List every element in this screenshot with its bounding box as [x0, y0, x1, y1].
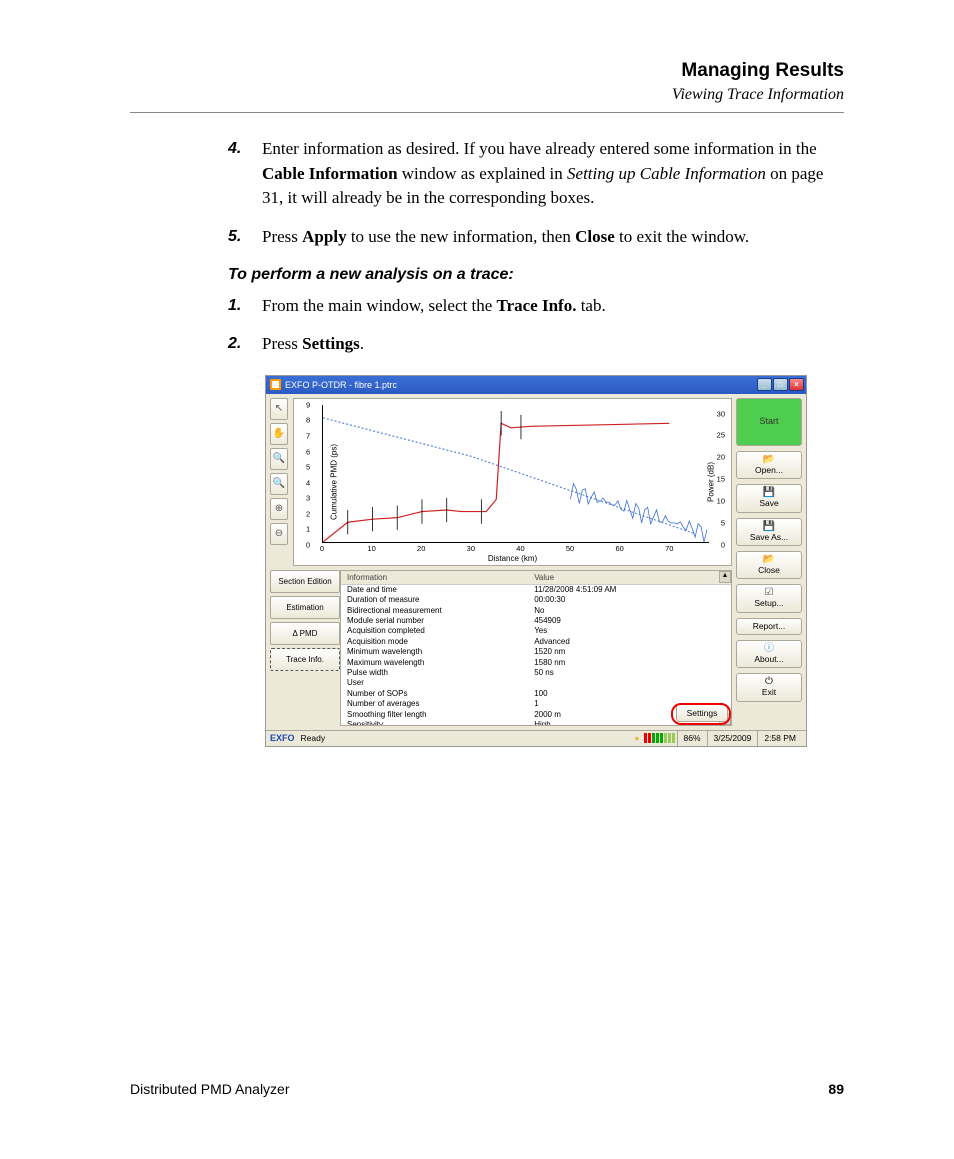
table-row: Pulse width50 ns	[341, 668, 731, 678]
instruction-step: 4.Enter information as desired. If you h…	[228, 137, 844, 211]
table-row: Number of SOPs100	[341, 689, 731, 699]
button-icon: 📂	[763, 455, 775, 465]
table-row: Date and time11/28/2008 4:51:09 AM	[341, 584, 731, 595]
tool-column: ↖ ✋ 🔍 🔍 ⊕ ⊖	[270, 398, 290, 566]
table-row: Duration of measure00:00:30	[341, 595, 731, 605]
close-button[interactable]: ×	[789, 378, 804, 391]
step-text: From the main window, select the Trace I…	[262, 294, 844, 319]
battery-icon: ●	[634, 733, 639, 743]
close-button[interactable]: 📂Close	[736, 551, 802, 579]
titlebar[interactable]: EXFO P-OTDR - fibre 1.ptrc _ □ ×	[266, 376, 806, 394]
exit-button[interactable]: ⏻Exit	[736, 673, 802, 701]
chart-tool-5[interactable]: ⊖	[270, 523, 288, 545]
button-label: About...	[754, 655, 783, 664]
table-row: Acquisition completedYes	[341, 626, 731, 636]
page-number: 89	[828, 1081, 844, 1097]
info-area: Section Edition Estimation Δ PMD Trace Info…	[270, 570, 732, 726]
button-label: Close	[758, 566, 780, 575]
step-text: Enter information as desired. If you hav…	[262, 137, 844, 211]
table-row: Smoothing filter length2000 m	[341, 710, 731, 720]
right-panel: Start📂Open...💾Save💾Save As...📂Close☑Setu…	[736, 398, 802, 726]
step-number: 5.	[228, 225, 262, 250]
tab-trace-info-[interactable]: Trace Info.	[270, 648, 340, 671]
brand-label: EXFO	[270, 733, 295, 743]
button-icon: 💾	[763, 522, 775, 532]
table-row: User	[341, 678, 731, 688]
page-header: Managing Results Viewing Trace Informati…	[130, 60, 844, 104]
content: 4.Enter information as desired. If you h…	[228, 137, 844, 747]
instruction-step: 1.From the main window, select the Trace…	[228, 294, 844, 319]
signal-bars	[644, 733, 675, 743]
subheading: To perform a new analysis on a trace:	[228, 266, 844, 284]
button-label: Open...	[755, 466, 783, 475]
table-row: Bidirectional measurementNo	[341, 606, 731, 616]
x-axis-label: Distance (km)	[488, 554, 537, 563]
statusbar: EXFO Ready ● 86% 3/25/2009 2:58 PM	[266, 730, 806, 746]
setup--button[interactable]: ☑Setup...	[736, 584, 802, 612]
chart-tool-3[interactable]: 🔍	[270, 473, 288, 495]
save-button[interactable]: 💾Save	[736, 484, 802, 512]
table-row: Module serial number454909	[341, 616, 731, 626]
chart-area: ↖ ✋ 🔍 🔍 ⊕ ⊖ Cumulative PMD (ps) Power (dB) Di…	[270, 398, 732, 566]
info-header-value: Value	[528, 571, 731, 585]
tab-section-edition[interactable]: Section Edition	[270, 570, 340, 593]
window-title: EXFO P-OTDR - fibre 1.ptrc	[285, 380, 756, 390]
instruction-step: 5.Press Apply to use the new information…	[228, 225, 844, 250]
instruction-step: 2.Press Settings.	[228, 332, 844, 357]
table-row: SensitivityHigh	[341, 720, 731, 726]
step-number: 1.	[228, 294, 262, 319]
header-subtitle: Viewing Trace Information	[130, 86, 844, 104]
button-icon: ⓘ	[764, 644, 774, 654]
table-row: Number of averages1	[341, 699, 731, 709]
chart[interactable]: Cumulative PMD (ps) Power (dB) Distance …	[293, 398, 732, 566]
status-date: 3/25/2009	[707, 731, 758, 746]
button-label: Exit	[762, 688, 776, 697]
step-text: Press Settings.	[262, 332, 844, 357]
about--button[interactable]: ⓘAbout...	[736, 640, 802, 668]
button-icon: 💾	[763, 488, 775, 498]
button-icon: ☑	[765, 588, 774, 598]
status-time: 2:58 PM	[757, 731, 802, 746]
page-footer: Distributed PMD Analyzer 89	[130, 1081, 844, 1097]
table-row: Acquisition modeAdvanced	[341, 637, 731, 647]
chart-tool-2[interactable]: 🔍	[270, 448, 288, 470]
info-table: Information Value Date and time11/28/200…	[341, 571, 731, 726]
tab-estimation[interactable]: Estimation	[270, 596, 340, 619]
app-icon	[270, 379, 281, 390]
button-icon: 📂	[763, 555, 775, 565]
table-row: Minimum wavelength1520 nm	[341, 647, 731, 657]
start-button[interactable]: Start	[736, 398, 802, 446]
step-number: 2.	[228, 332, 262, 357]
table-row: Maximum wavelength1580 nm	[341, 658, 731, 668]
info-panel: ▲ ▼ Information Value Date and time11/28…	[340, 570, 732, 726]
info-header-name: Information	[341, 571, 528, 585]
header-rule	[130, 112, 844, 113]
header-title: Managing Results	[130, 60, 844, 82]
button-label: Start	[759, 417, 778, 427]
maximize-button[interactable]: □	[773, 378, 788, 391]
report--button[interactable]: Report...	[736, 618, 802, 635]
tab-column: Section Edition Estimation Δ PMD Trace Info…	[270, 570, 340, 726]
step-text: Press Apply to use the new information, …	[262, 225, 844, 250]
app-screenshot: EXFO P-OTDR - fibre 1.ptrc _ □ × ↖ ✋ 🔍 🔍 ⊕ ⊖ …	[265, 375, 807, 747]
minimize-button[interactable]: _	[757, 378, 772, 391]
scroll-up[interactable]: ▲	[719, 571, 731, 583]
chart-tool-0[interactable]: ↖	[270, 398, 288, 420]
button-label: Save As...	[750, 533, 788, 542]
button-icon: ⏻	[765, 677, 773, 687]
save-as--button[interactable]: 💾Save As...	[736, 518, 802, 546]
status-ready: Ready	[301, 733, 326, 743]
open--button[interactable]: 📂Open...	[736, 451, 802, 479]
step-number: 4.	[228, 137, 262, 211]
button-label: Report...	[753, 622, 786, 631]
button-label: Setup...	[754, 599, 783, 608]
tab--pmd[interactable]: Δ PMD	[270, 622, 340, 645]
footer-left: Distributed PMD Analyzer	[130, 1081, 290, 1097]
button-label: Save	[759, 499, 778, 508]
chart-tool-4[interactable]: ⊕	[270, 498, 288, 520]
settings-button[interactable]: Settings	[676, 704, 728, 722]
battery-pct: 86%	[677, 731, 707, 746]
chart-tool-1[interactable]: ✋	[270, 423, 288, 445]
